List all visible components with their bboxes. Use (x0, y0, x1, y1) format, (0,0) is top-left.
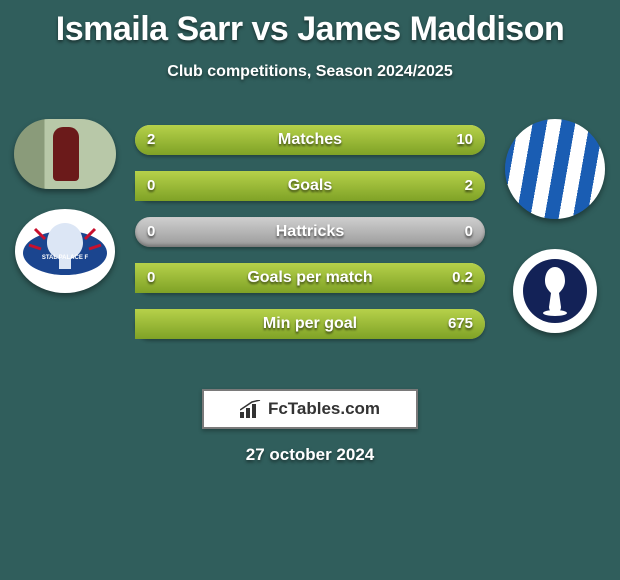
stat-label: Goals per match (135, 263, 485, 293)
comparison-panel: STAL PALACE F 210Matches 02Goals 00Hattric… (0, 119, 620, 379)
stat-label: Goals (135, 171, 485, 201)
stat-label: Hattricks (135, 217, 485, 247)
date-text: 27 october 2024 (0, 445, 620, 465)
right-player-avatar (505, 119, 605, 219)
stat-bars: 210Matches 02Goals 00Hattricks 00.2Goals pe… (135, 125, 485, 355)
page-title: Ismaila Sarr vs James Maddison (0, 0, 620, 49)
source-text: FcTables.com (268, 399, 380, 419)
stat-row: 675Min per goal (135, 309, 485, 339)
svg-text:STAL PALACE F: STAL PALACE F (42, 255, 89, 261)
stat-row: 00.2Goals per match (135, 263, 485, 293)
stat-row: 00Hattricks (135, 217, 485, 247)
stat-row: 02Goals (135, 171, 485, 201)
stat-row: 210Matches (135, 125, 485, 155)
right-club-badge (513, 249, 597, 333)
stat-label: Min per goal (135, 309, 485, 339)
left-player-avatar (14, 119, 116, 189)
source-badge: FcTables.com (202, 389, 418, 429)
chart-icon (240, 400, 262, 418)
subtitle: Club competitions, Season 2024/2025 (0, 63, 620, 81)
stat-label: Matches (135, 125, 485, 155)
left-player-column: STAL PALACE F (10, 119, 120, 293)
right-player-column (500, 119, 610, 333)
left-club-badge: STAL PALACE F (15, 209, 115, 293)
